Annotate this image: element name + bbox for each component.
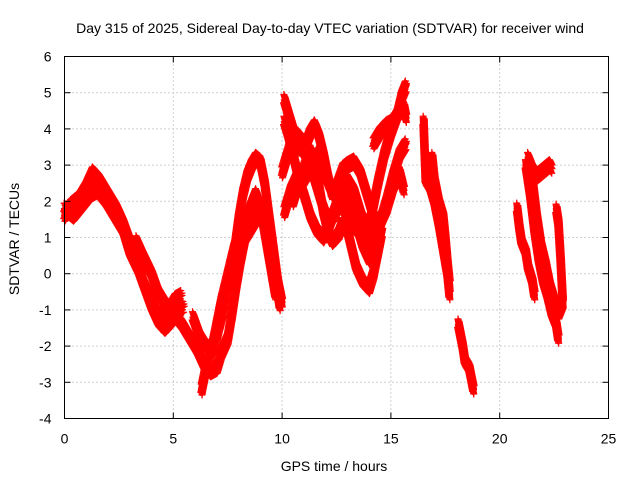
chart: 0 5 10 15 20 25 -4-3-2-10123456 Day 315 of 20… (0, 0, 640, 480)
